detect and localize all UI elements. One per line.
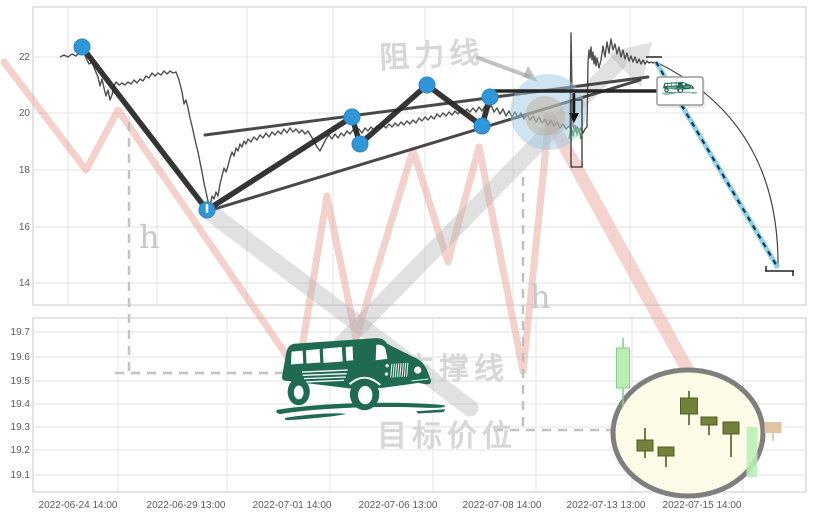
pivot-dot[interactable] — [473, 117, 491, 135]
top-y-tick: 16 — [19, 222, 31, 233]
price-line — [59, 32, 656, 207]
axis-labels: 22 20 18 16 14 19.7 19.6 19.5 19.4 19.3 … — [11, 52, 742, 511]
pivot-dot[interactable] — [343, 108, 361, 126]
x-tick-date: 2022-07-08 14:00 — [463, 500, 542, 511]
candle-body — [722, 421, 740, 435]
red-zigzag-watermark — [0, 58, 553, 376]
pivot-dot-cursor — [205, 204, 209, 213]
top-y-tick: 20 — [19, 108, 31, 119]
bottom-y-tick: 19.1 — [11, 470, 31, 481]
bottom-y-tick: 19.4 — [11, 399, 31, 410]
bottom-y-tick: 19.3 — [11, 422, 31, 433]
target-price-watermark-label: 目标价位 — [377, 419, 517, 453]
top-y-tick: 14 — [19, 278, 31, 289]
red-arrow-shaft — [542, 111, 709, 403]
highlight-circle — [510, 74, 586, 150]
bottom-y-tick: 19.5 — [11, 376, 31, 387]
candle-body — [680, 397, 698, 415]
pivot-dot[interactable] — [73, 38, 91, 56]
x-tick-date: 2022-07-01 14:00 — [253, 500, 332, 511]
highlight-circle-inner — [525, 96, 565, 136]
x-tick-date: 2022-07-15 14:00 — [663, 500, 742, 511]
candle-body — [764, 422, 782, 433]
top-y-tick: 18 — [19, 165, 31, 176]
x-tick-date: 2022-06-24 14:00 — [39, 500, 118, 511]
candlestick-content — [610, 338, 782, 499]
candle-body — [616, 347, 630, 389]
x-tick-date: 2022-07-13 13:00 — [567, 500, 646, 511]
pivot-dot[interactable] — [481, 88, 499, 106]
candle-body — [636, 439, 654, 452]
price-chart-content — [59, 32, 794, 276]
bottom-y-tick: 19.6 — [11, 352, 31, 363]
x-tick-date: 2022-06-29 13:00 — [147, 500, 226, 511]
gray-arrow-head — [607, 42, 652, 87]
pivot-dot[interactable] — [418, 76, 436, 94]
measure-h-label-1: h — [139, 218, 160, 256]
candle-body — [746, 427, 758, 477]
candle-body — [700, 416, 718, 426]
highlight-rect[interactable] — [570, 99, 583, 168]
pivot-dot[interactable] — [351, 135, 369, 153]
bottom-y-tick: 19.2 — [11, 445, 31, 456]
resistance-watermark-label: 阻力线 — [379, 37, 486, 75]
candle-body — [657, 446, 675, 457]
resistance-arrow — [475, 55, 531, 79]
measure-h-label-2: h — [530, 278, 551, 316]
top-y-tick: 22 — [19, 52, 31, 63]
magnifier-circle — [610, 367, 766, 499]
bottom-y-tick: 19.7 — [11, 327, 31, 338]
x-tick-date: 2022-07-06 13:00 — [359, 500, 438, 511]
